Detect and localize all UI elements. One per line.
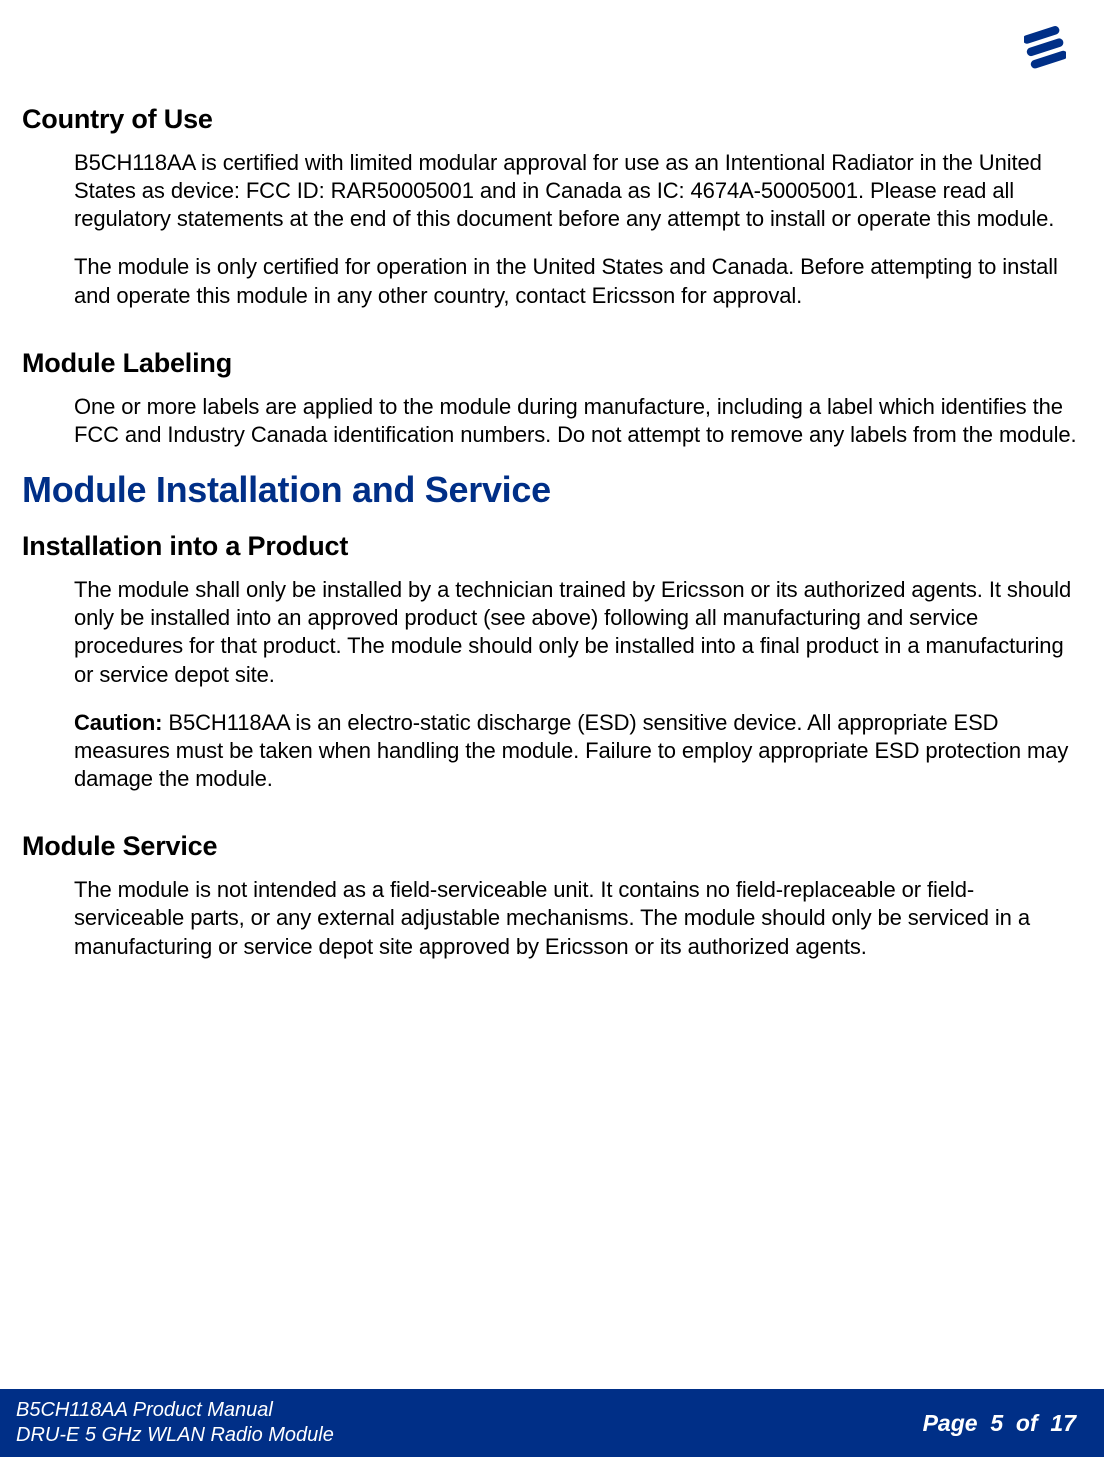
paragraph-caution: Caution: B5CH118AA is an electro-static … [74,709,1082,793]
heading-module-installation-and-service: Module Installation and Service [22,469,1082,511]
footer-document-title: B5CH118AA Product Manual DRU-E 5 GHz WLA… [16,1398,334,1448]
ericsson-logo-icon [1024,24,1066,75]
heading-country-of-use: Country of Use [22,104,1082,135]
heading-installation-into-a-product: Installation into a Product [22,531,1082,562]
caution-text: B5CH118AA is an electro-static discharge… [74,710,1068,791]
paragraph: The module is only certified for operati… [74,253,1082,309]
paragraph: The module shall only be installed by a … [74,576,1082,689]
footer-line-1: B5CH118AA Product Manual [16,1398,334,1423]
page-of: of [1016,1410,1038,1436]
page-current: 5 [990,1410,1003,1436]
page-footer: B5CH118AA Product Manual DRU-E 5 GHz WLA… [0,1389,1104,1457]
page-content: Country of Use B5CH118AA is certified wi… [22,18,1082,961]
heading-module-labeling: Module Labeling [22,348,1082,379]
paragraph: B5CH118AA is certified with limited modu… [74,149,1082,233]
paragraph: One or more labels are applied to the mo… [74,393,1082,449]
page-label: Page [923,1410,978,1436]
paragraph: The module is not intended as a field-se… [74,876,1082,960]
caution-label: Caution: [74,710,162,735]
heading-module-service: Module Service [22,831,1082,862]
document-page: Country of Use B5CH118AA is certified wi… [0,0,1104,1457]
page-total: 17 [1050,1410,1076,1436]
footer-page-number: Page 5 of 17 [923,1410,1076,1437]
footer-line-2: DRU-E 5 GHz WLAN Radio Module [16,1423,334,1448]
